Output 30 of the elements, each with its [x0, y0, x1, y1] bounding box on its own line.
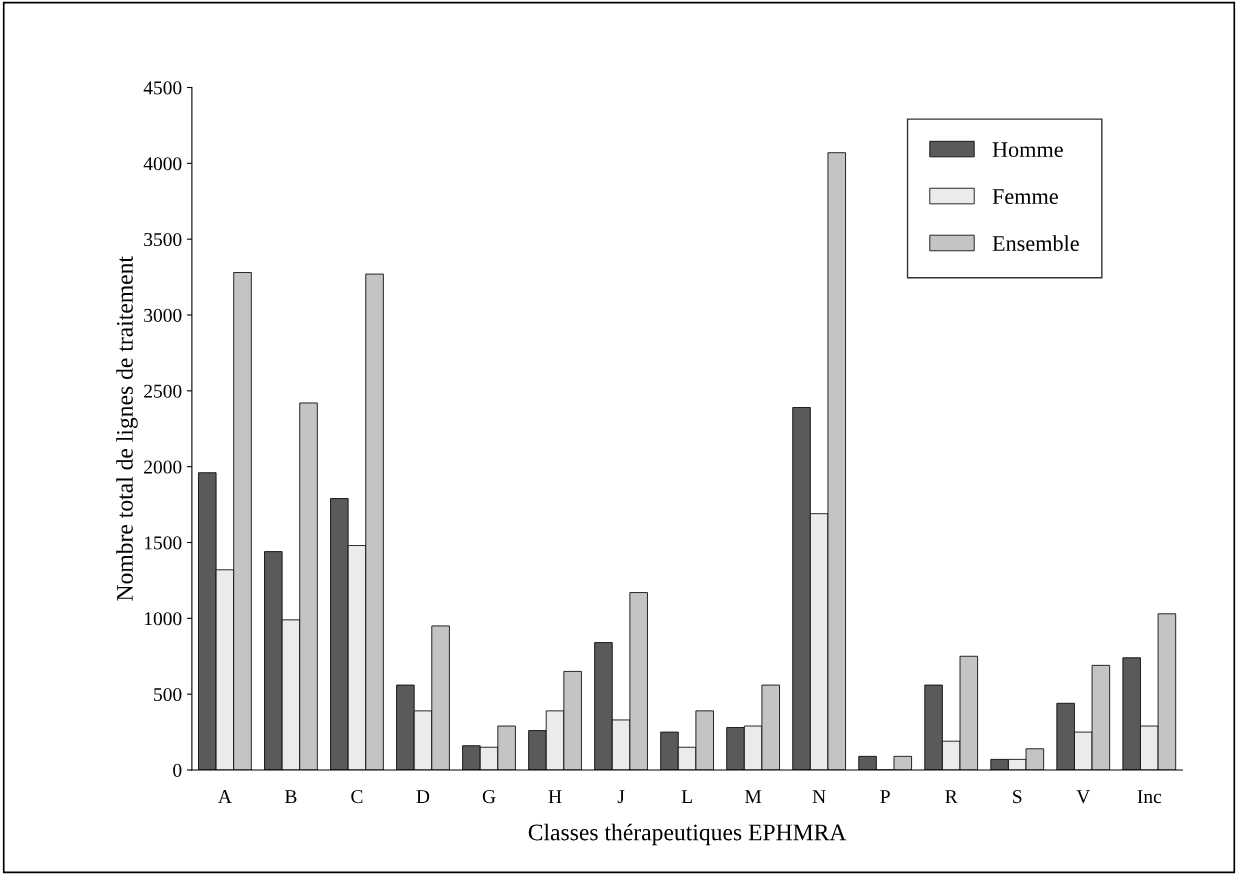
- y-tick-label: 2000: [144, 460, 182, 474]
- x-tick-label: M: [745, 790, 762, 803]
- y-tick-label: 3000: [144, 308, 182, 322]
- x-tick-label: H: [548, 790, 562, 803]
- legend-label: Homme: [992, 142, 1063, 158]
- y-tick-label: 4000: [143, 157, 182, 171]
- x-tick-label: B: [285, 790, 297, 803]
- x-tick-label: P: [880, 790, 890, 803]
- legend-label: Ensemble: [992, 235, 1079, 251]
- x-tick-label: D: [416, 790, 430, 803]
- y-tick-label: 1500: [144, 536, 182, 550]
- y-tick-label: 1000: [144, 612, 182, 626]
- y-tick-label: 0: [173, 763, 182, 777]
- y-tick-label: 500: [154, 687, 182, 702]
- x-axis-title: Classes thérapeutiques EPHMRA: [528, 823, 847, 846]
- legend-label: Femme: [992, 189, 1058, 205]
- x-tick-label: N: [812, 790, 826, 803]
- x-tick-label: A: [218, 790, 232, 803]
- x-tick-label: V: [1076, 790, 1091, 804]
- x-tick-label: C: [351, 790, 363, 804]
- x-tick-label: G: [482, 790, 496, 804]
- y-tick-label: 3500: [144, 232, 182, 247]
- y-tick-label: 2500: [144, 384, 182, 398]
- y-tick-label: 4500: [143, 81, 182, 95]
- x-tick-label: J: [617, 790, 625, 804]
- y-axis-title: Nombre total de lignes de traitement: [116, 256, 138, 601]
- x-tick-label: L: [681, 790, 692, 803]
- x-tick-label: R: [945, 790, 958, 803]
- x-tick-label: S: [1013, 790, 1022, 804]
- x-tick-label: Inc: [1137, 790, 1162, 804]
